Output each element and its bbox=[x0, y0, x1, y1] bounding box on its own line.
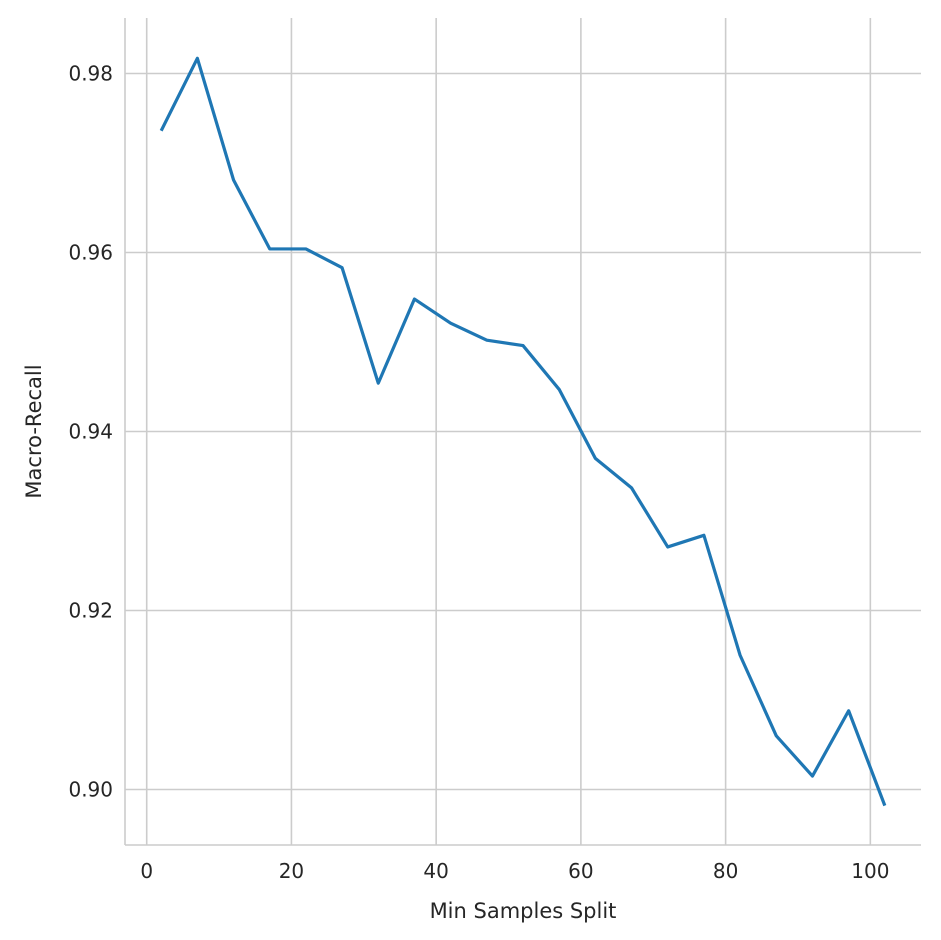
grid bbox=[125, 18, 921, 845]
x-tick-label: 20 bbox=[279, 859, 304, 883]
x-axis-label: Min Samples Split bbox=[430, 899, 617, 923]
x-tick-label: 40 bbox=[423, 859, 448, 883]
y-tick-label: 0.96 bbox=[68, 240, 113, 264]
x-tick-label: 100 bbox=[851, 859, 889, 883]
series-group bbox=[159, 56, 887, 807]
y-tick-label: 0.92 bbox=[68, 599, 113, 623]
y-tick-label: 0.98 bbox=[68, 61, 113, 85]
x-tick-labels: 0 20 40 60 80 100 bbox=[140, 859, 889, 883]
axes-spines bbox=[124, 18, 921, 846]
x-tick-label: 60 bbox=[568, 859, 593, 883]
series-line bbox=[159, 56, 887, 807]
y-tick-label: 0.94 bbox=[68, 420, 113, 444]
x-tick-label: 0 bbox=[140, 859, 153, 883]
y-tick-label: 0.90 bbox=[68, 778, 113, 802]
x-tick-label: 80 bbox=[713, 859, 738, 883]
y-axis-label: Macro-Recall bbox=[22, 364, 46, 498]
y-tick-labels: 0.90 0.92 0.94 0.96 0.98 bbox=[68, 61, 113, 801]
